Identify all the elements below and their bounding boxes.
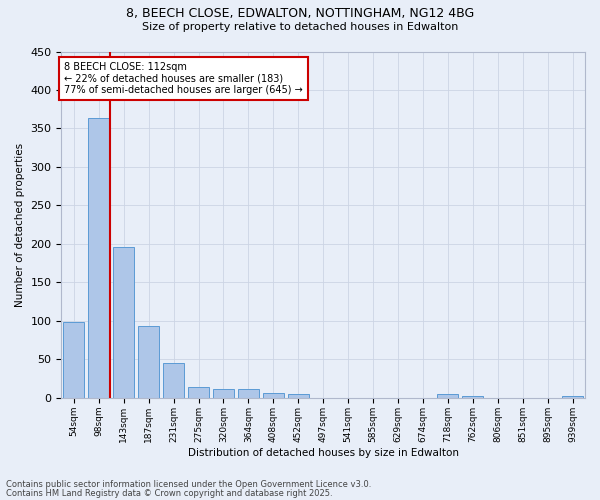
Bar <box>138 326 159 398</box>
Text: 8, BEECH CLOSE, EDWALTON, NOTTINGHAM, NG12 4BG: 8, BEECH CLOSE, EDWALTON, NOTTINGHAM, NG… <box>126 8 474 20</box>
Bar <box>63 322 85 398</box>
Text: 8 BEECH CLOSE: 112sqm
← 22% of detached houses are smaller (183)
77% of semi-det: 8 BEECH CLOSE: 112sqm ← 22% of detached … <box>64 62 303 95</box>
Bar <box>188 387 209 398</box>
Bar <box>213 390 234 398</box>
Y-axis label: Number of detached properties: Number of detached properties <box>15 142 25 307</box>
Bar <box>238 390 259 398</box>
Bar <box>437 394 458 398</box>
X-axis label: Distribution of detached houses by size in Edwalton: Distribution of detached houses by size … <box>188 448 459 458</box>
Bar <box>263 394 284 398</box>
Text: Contains public sector information licensed under the Open Government Licence v3: Contains public sector information licen… <box>6 480 371 489</box>
Bar <box>163 364 184 398</box>
Bar <box>287 394 309 398</box>
Bar <box>88 118 109 398</box>
Bar <box>562 396 583 398</box>
Text: Size of property relative to detached houses in Edwalton: Size of property relative to detached ho… <box>142 22 458 32</box>
Bar <box>113 247 134 398</box>
Bar <box>462 396 484 398</box>
Text: Contains HM Land Registry data © Crown copyright and database right 2025.: Contains HM Land Registry data © Crown c… <box>6 488 332 498</box>
